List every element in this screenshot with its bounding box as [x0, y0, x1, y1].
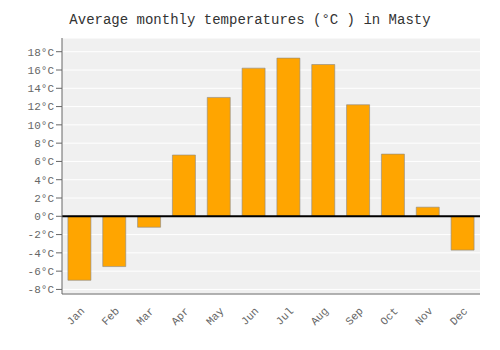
svg-text:Mar: Mar [134, 305, 156, 327]
svg-text:Nov: Nov [413, 305, 436, 328]
html-text:Average monthly temperatures (: Average monthly temperatures (°C ) in Ma… [69, 12, 431, 28]
svg-text:16°C: 16°C [28, 65, 55, 77]
svg-text:10°C: 10°C [28, 120, 55, 132]
svg-text:Jul: Jul [274, 305, 296, 327]
svg-text:-8°C: -8°C [28, 284, 55, 296]
svg-text:-6°C: -6°C [28, 266, 55, 278]
svg-text:Feb: Feb [100, 305, 122, 327]
svg-text:12°C: 12°C [28, 101, 55, 113]
svg-text:8°C: 8°C [34, 138, 54, 150]
svg-text:May: May [204, 305, 227, 328]
svg-text:0°C: 0°C [34, 211, 54, 223]
svg-text:Jan: Jan [65, 305, 87, 327]
svg-text:Jun: Jun [239, 305, 261, 327]
svg-text:Dec: Dec [448, 305, 470, 327]
svg-text:Apr: Apr [169, 305, 191, 327]
svg-text:-2°C: -2°C [28, 229, 55, 241]
svg-text:4°C: 4°C [34, 175, 54, 187]
svg-text:Aug: Aug [309, 305, 331, 327]
svg-text:2°C: 2°C [34, 193, 54, 205]
svg-text:14°C: 14°C [28, 83, 55, 95]
svg-text:6°C: 6°C [34, 156, 54, 168]
svg-text:Oct: Oct [378, 305, 400, 327]
svg-text:18°C: 18°C [28, 47, 55, 59]
svg-text:Sep: Sep [343, 305, 365, 327]
svg-text:-4°C: -4°C [28, 248, 55, 260]
